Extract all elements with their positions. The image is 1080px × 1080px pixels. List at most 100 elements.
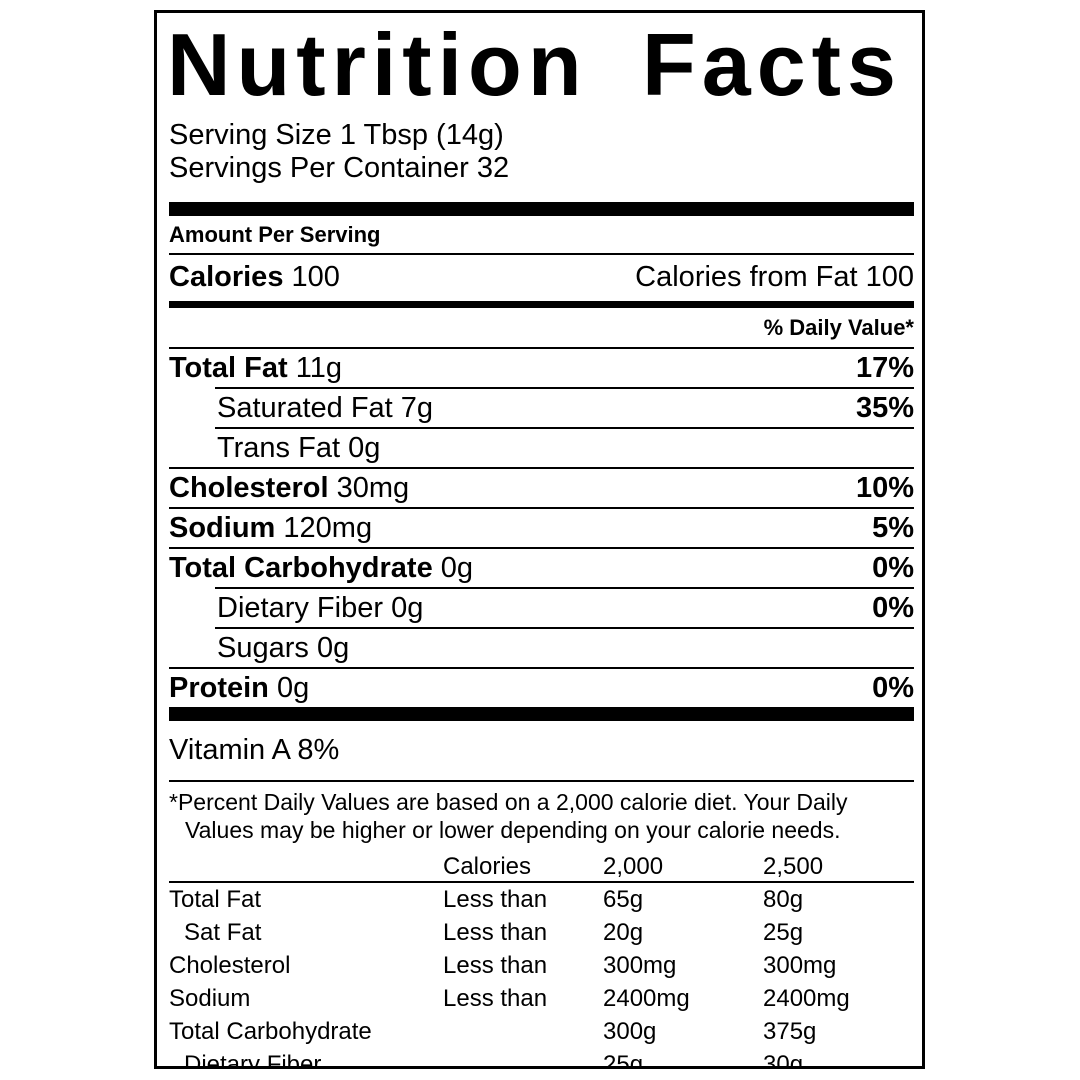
row-name: Sat Fat xyxy=(184,918,262,946)
nutrient-name-amount: Trans Fat 0g xyxy=(169,432,380,465)
label-title: Nutrition Facts xyxy=(167,15,902,114)
daily-value: 0% xyxy=(872,591,914,624)
divider xyxy=(169,881,914,883)
table-row: Cholesterol Less than 300mg 300mg xyxy=(169,949,914,982)
row-2000-value: 2400mg xyxy=(603,984,690,1012)
nutrient-amount: 7g xyxy=(400,391,434,424)
nutrient-row: Dietary Fiber 0g 0% xyxy=(169,589,914,627)
row-name: Sodium xyxy=(169,984,251,1012)
section-divider-bar xyxy=(169,301,914,308)
divider xyxy=(169,667,914,669)
section-divider-bar xyxy=(169,707,914,721)
nutrient-row: Total Fat 11g 17% xyxy=(169,349,914,387)
nutrient-amount: 0g xyxy=(440,551,474,584)
calories-label: Calories xyxy=(169,261,284,293)
calories-row: Calories 100 Calories from Fat 100 xyxy=(169,255,914,301)
header-calories-cell: Calories xyxy=(443,852,532,880)
row-2500-value: 25g xyxy=(763,918,804,946)
row-2500-value: 80g xyxy=(763,885,804,913)
row-2000-value: 25g xyxy=(603,1050,644,1069)
row-qualifier: Less than xyxy=(443,951,548,979)
nutrient-amount: 0g xyxy=(391,591,424,624)
nutrient-name-amount: Saturated Fat 7g xyxy=(169,392,433,425)
amount-per-serving-heading: Amount Per Serving xyxy=(169,222,381,247)
nutrient-name: Dietary Fiber xyxy=(217,591,383,624)
footnote-line-2: Values may be higher or lower depending … xyxy=(185,817,841,843)
calories-from-fat: Calories from Fat 100 xyxy=(635,261,914,293)
daily-value-header: % Daily Value* xyxy=(763,315,914,340)
reference-values-table: Calories 2,000 2,500 Total Fat Less than… xyxy=(169,852,914,1069)
row-qualifier: Less than xyxy=(443,918,548,946)
servings-per-container-line: Servings Per Container 32 xyxy=(169,152,510,184)
divider xyxy=(215,587,914,589)
table-row: Total Carbohydrate 300g 375g xyxy=(169,1015,914,1048)
nutrient-amount: 0g xyxy=(348,431,381,464)
row-2000-value: 300g xyxy=(603,1017,657,1045)
row-name: Cholesterol xyxy=(169,951,291,979)
nutrient-name: Protein xyxy=(169,671,269,704)
nutrient-row: Total Carbohydrate 0g 0% xyxy=(169,549,914,587)
nutrient-row: Cholesterol 30mg 10% xyxy=(169,469,914,507)
divider xyxy=(169,347,914,349)
footnote-line-1: *Percent Daily Values are based on a 2,0… xyxy=(169,789,848,815)
nutrient-name: Sugars xyxy=(217,631,309,664)
nutrient-row: Saturated Fat 7g 35% xyxy=(169,389,914,427)
divider xyxy=(169,467,914,469)
nutrient-name: Trans Fat xyxy=(217,431,341,464)
nutrient-name-amount: Protein 0g xyxy=(169,672,309,705)
nutrient-amount: 0g xyxy=(276,671,310,704)
calories-value: 100 xyxy=(291,261,340,293)
row-2500-value: 375g xyxy=(763,1017,817,1045)
row-2500-value: 300mg xyxy=(763,951,837,979)
row-name: Total Carbohydrate xyxy=(169,1017,372,1045)
nutrient-name: Saturated Fat xyxy=(217,391,393,424)
nutrient-name: Sodium xyxy=(169,511,276,544)
row-qualifier: Less than xyxy=(443,885,548,913)
table-row: Dietary Fiber 25g 30g xyxy=(169,1048,914,1069)
nutrient-name-amount: Sodium 120mg xyxy=(169,512,372,545)
row-qualifier: Less than xyxy=(443,984,548,1012)
nutrient-amount: 120mg xyxy=(283,511,373,544)
table-row: Sodium Less than 2400mg 2400mg xyxy=(169,982,914,1015)
nutrient-amount: 30mg xyxy=(336,471,410,504)
header-2000-cell: 2,000 xyxy=(603,852,664,880)
nutrient-amount: 11g xyxy=(295,351,342,384)
row-name: Total Fat xyxy=(169,885,262,913)
nutrient-name-amount: Total Carbohydrate 0g xyxy=(169,552,473,585)
nutrient-name-amount: Sugars 0g xyxy=(169,632,349,665)
daily-value: 10% xyxy=(855,471,914,504)
serving-size-line: Serving Size 1 Tbsp (14g) xyxy=(169,119,504,151)
row-2000-value: 300mg xyxy=(603,951,677,979)
row-name: Dietary Fiber xyxy=(184,1050,322,1069)
divider xyxy=(169,507,914,509)
divider xyxy=(215,387,914,389)
daily-value: 5% xyxy=(872,511,914,544)
nutrient-name-amount: Total Fat 11g xyxy=(169,352,342,385)
nutrient-name: Cholesterol xyxy=(169,471,329,504)
daily-value: 0% xyxy=(872,671,914,704)
divider xyxy=(169,547,914,549)
table-row: Sat Fat Less than 20g 25g xyxy=(169,916,914,949)
header-2500-cell: 2,500 xyxy=(763,852,824,880)
row-2500-value: 30g xyxy=(763,1050,804,1069)
calories-cell: Calories 100 xyxy=(169,261,340,294)
divider xyxy=(215,627,914,629)
daily-value: 17% xyxy=(855,351,914,384)
divider xyxy=(169,253,914,255)
section-divider-bar xyxy=(169,202,914,216)
nutrient-row: Protein 0g 0% xyxy=(169,669,914,707)
row-2000-value: 65g xyxy=(603,885,644,913)
nutrient-row: Sugars 0g xyxy=(169,629,914,667)
divider xyxy=(169,780,914,782)
row-2500-value: 2400mg xyxy=(763,984,850,1012)
nutrient-name-amount: Dietary Fiber 0g xyxy=(169,592,423,625)
nutrient-amount: 0g xyxy=(316,631,350,664)
daily-value: 0% xyxy=(872,551,914,584)
table-row: Total Fat Less than 65g 80g xyxy=(169,883,914,916)
row-2000-value: 20g xyxy=(603,918,644,946)
nutrient-row: Sodium 120mg 5% xyxy=(169,509,914,547)
nutrient-name-amount: Cholesterol 30mg xyxy=(169,472,409,505)
divider xyxy=(215,427,914,429)
daily-value-footnote: *Percent Daily Values are based on a 2,0… xyxy=(169,782,914,844)
